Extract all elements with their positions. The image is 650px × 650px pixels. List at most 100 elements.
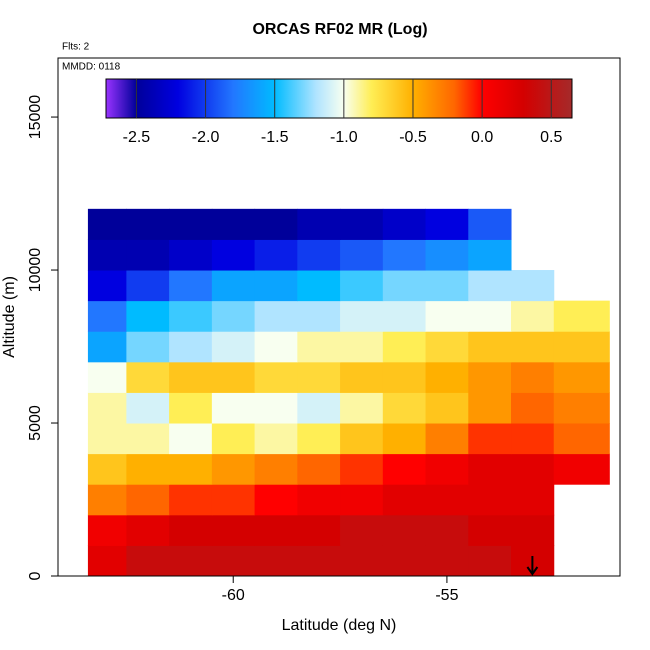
heat-cell: [340, 484, 384, 516]
colorbar-tick-label: -0.5: [399, 129, 427, 146]
heat-cell: [211, 208, 256, 240]
heat-cell: [340, 514, 384, 546]
heat-cell: [297, 545, 341, 577]
heat-cell: [468, 423, 512, 455]
heat-cell: [169, 300, 213, 332]
heat-cell: [425, 208, 469, 240]
annotation: MMDD: 0118: [62, 62, 121, 73]
x-axis-label: Latitude (deg N): [282, 617, 397, 634]
heat-cell: [126, 423, 170, 455]
heat-cell: [126, 239, 170, 271]
heat-cell: [254, 361, 298, 393]
y-tick-label: 15000: [27, 95, 44, 140]
heat-cell: [254, 392, 298, 424]
heat-cell: [211, 453, 256, 485]
heat-cell: [87, 484, 127, 516]
heat-cell: [553, 300, 610, 332]
heat-cell: [511, 392, 555, 424]
heat-cell: [425, 300, 469, 332]
heat-cell: [169, 484, 213, 516]
heat-cell: [553, 453, 610, 485]
heat-cell: [382, 208, 427, 240]
heat-cell: [254, 453, 298, 485]
heat-cell: [425, 545, 469, 577]
heat-cell: [468, 514, 512, 546]
heat-cell: [211, 239, 256, 271]
heat-cell: [254, 331, 298, 363]
heat-cell: [211, 514, 256, 546]
heat-cell: [468, 545, 512, 577]
heat-cell: [297, 484, 341, 516]
heat-cell: [87, 545, 127, 577]
heat-cell: [211, 423, 256, 455]
heat-cell: [297, 331, 341, 363]
heat-cell: [425, 514, 469, 546]
heat-cell: [382, 514, 427, 546]
heat-cell: [382, 270, 427, 302]
heat-cell: [382, 331, 427, 363]
heat-cell: [382, 392, 427, 424]
y-tick-label: 10000: [27, 248, 44, 293]
heat-cell: [553, 331, 610, 363]
heat-cell: [169, 208, 213, 240]
heat-cell: [126, 392, 170, 424]
heat-cell: [87, 423, 127, 455]
heat-cell: [211, 361, 256, 393]
heat-cell: [468, 208, 512, 240]
heat-cell: [254, 545, 298, 577]
heat-cell: [340, 392, 384, 424]
arrow-head: [526, 566, 539, 576]
y-tick-label: 0: [27, 571, 44, 580]
heat-cell: [425, 270, 469, 302]
heat-cell: [126, 453, 170, 485]
heat-cell: [297, 361, 341, 393]
heat-cell: [87, 331, 127, 363]
heat-cell: [211, 270, 256, 302]
heat-cell: [169, 361, 213, 393]
heat-cell: [468, 239, 512, 271]
heat-cell: [297, 453, 341, 485]
heat-cell: [511, 423, 555, 455]
heat-cell: [340, 239, 384, 271]
heat-cell: [87, 300, 127, 332]
heat-cell: [87, 239, 127, 271]
heat-cell: [340, 453, 384, 485]
heat-cell: [211, 331, 256, 363]
colorbar-tick-label: 0.5: [540, 129, 562, 146]
heat-cell: [382, 423, 427, 455]
heat-cell: [382, 453, 427, 485]
heat-cell: [340, 270, 384, 302]
heat-cell: [126, 300, 170, 332]
heat-cell: [340, 331, 384, 363]
heat-cell: [169, 270, 213, 302]
heat-cell: [511, 453, 555, 485]
heat-cell: [340, 545, 384, 577]
x-tick-label: -60: [222, 587, 245, 604]
heat-cell: [425, 331, 469, 363]
heat-cell: [126, 331, 170, 363]
heat-cell: [126, 514, 170, 546]
heat-cell: [382, 361, 427, 393]
heat-cell: [87, 270, 127, 302]
heat-cell: [126, 545, 170, 577]
heat-cell: [511, 514, 555, 546]
heat-cell: [425, 392, 469, 424]
heat-cell: [553, 423, 610, 455]
heat-cell: [169, 423, 213, 455]
heat-cell: [87, 453, 127, 485]
heat-cell: [468, 270, 512, 302]
heat-cell: [169, 545, 213, 577]
heat-cell: [468, 453, 512, 485]
heat-cell: [254, 423, 298, 455]
heat-cell: [169, 453, 213, 485]
heat-cell: [169, 331, 213, 363]
heat-cell: [297, 270, 341, 302]
heat-cell: [511, 300, 555, 332]
heat-cell: [425, 361, 469, 393]
heat-cell: [254, 239, 298, 271]
heat-cell: [511, 331, 555, 363]
plot-frame: [57, 57, 621, 577]
colorbar-tick-label: 0.0: [471, 129, 493, 146]
heat-cell: [382, 545, 427, 577]
heat-cell: [425, 239, 469, 271]
